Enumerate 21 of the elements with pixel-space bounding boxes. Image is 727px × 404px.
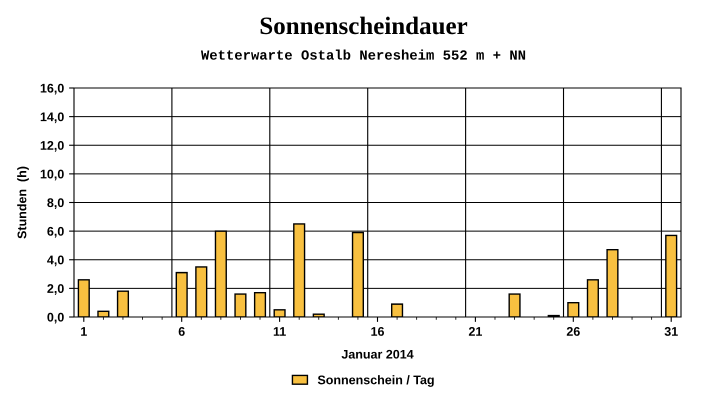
- chart-subtitle: Wetterwarte Ostalb Neresheim 552 m + NN: [200, 50, 526, 60]
- y-tick-label: 2,0: [47, 284, 64, 295]
- x-tick-label: 26: [566, 327, 580, 336]
- y-tick-label: 8,0: [47, 198, 64, 209]
- x-tick-label: 11: [274, 327, 286, 336]
- x-tick-label: 21: [468, 327, 482, 336]
- x-tick-label: 6: [178, 327, 185, 336]
- y-tick-label: 14,0: [40, 112, 64, 124]
- x-tick-label: 16: [371, 327, 384, 336]
- chart-title: Sonnenscheindauer: [260, 16, 468, 34]
- y-tick-label: 12,0: [40, 141, 64, 152]
- y-axis-title: Stunden (h): [17, 166, 29, 239]
- y-tick-label: 16,0: [40, 84, 64, 94]
- legend-label: Sonnenschein / Tag: [318, 375, 434, 387]
- y-tick-label: 0,0: [47, 312, 64, 324]
- y-tick-label: 4,0: [47, 256, 64, 266]
- x-axis-title: Januar 2014: [342, 350, 414, 359]
- y-tick-label: 6,0: [47, 226, 64, 238]
- x-tick-label: 1: [81, 327, 87, 336]
- y-tick-label: 10,0: [40, 170, 64, 180]
- x-tick-label: 31: [664, 327, 678, 336]
